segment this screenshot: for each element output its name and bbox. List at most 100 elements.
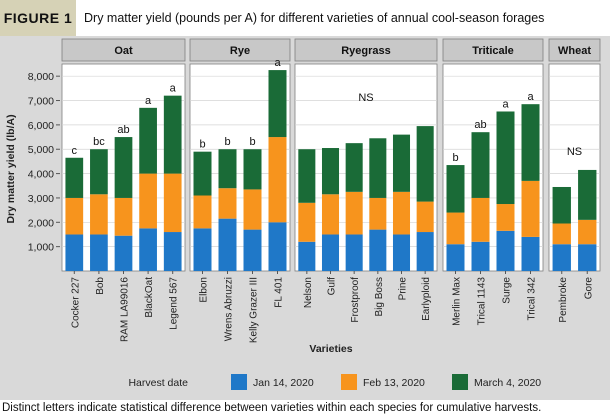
bar-segment <box>416 232 434 271</box>
significance-letter: ab <box>117 124 129 136</box>
bar-segment <box>298 202 316 242</box>
bar-segment <box>268 70 287 138</box>
x-tick-label: Merlin Max <box>452 277 463 326</box>
legend-swatch <box>341 374 357 390</box>
legend-label: March 4, 2020 <box>474 377 541 389</box>
bar-segment <box>114 235 133 271</box>
bar-segment <box>193 151 212 196</box>
bar-segment <box>139 228 157 271</box>
bar-segment <box>321 194 340 235</box>
x-axis-title: Varieties <box>309 343 352 355</box>
y-tick-label: 8,000 <box>28 71 54 83</box>
facet-label: Triticale <box>472 45 514 57</box>
y-tick-label: 1,000 <box>28 242 54 254</box>
bar-segment <box>521 180 540 237</box>
x-tick-label: Earlyploid <box>421 277 432 321</box>
bar-segment <box>471 132 490 198</box>
facet-label: Oat <box>114 45 133 57</box>
facet-strip <box>548 38 601 62</box>
stacked-bar-chart: 1,000 2,000 3,000 4,000 5,000 6,000 7,000 8,000… <box>5 38 601 390</box>
bar-segment <box>521 236 540 271</box>
legend-label: Feb 13, 2020 <box>363 377 425 389</box>
bar-segment <box>392 234 411 271</box>
facet-label: Wheat <box>558 45 591 57</box>
x-tick-label: Cocker 227 <box>70 277 81 329</box>
significance-letter: b <box>199 139 205 151</box>
facet-strip <box>294 38 438 62</box>
x-tick-label: Kelly Grazer III <box>249 277 260 343</box>
y-tick-label: 7,000 <box>28 96 54 108</box>
bar-segment <box>139 173 157 229</box>
significance-letter: a <box>170 83 177 95</box>
bar-segment <box>446 212 465 245</box>
bar-segment <box>90 234 108 271</box>
bar-segment <box>243 189 262 230</box>
x-tick-label: BlackOat <box>144 277 155 318</box>
significance-letter: b <box>452 152 458 164</box>
bar-segment <box>416 126 434 202</box>
y-tick-label: 4,000 <box>28 169 54 181</box>
bar-segment <box>243 149 262 190</box>
legend-swatch <box>452 374 468 390</box>
bar-segment <box>345 143 363 192</box>
x-tick-label: Nelson <box>303 277 314 308</box>
x-tick-label: Elbon <box>199 277 210 303</box>
bar-segment <box>345 191 363 235</box>
bar-segment <box>193 228 212 271</box>
y-tick-label: 5,000 <box>28 144 54 156</box>
bar-segment <box>392 191 411 235</box>
bar-segment <box>163 232 182 271</box>
facet-strip <box>189 38 291 62</box>
bar-segment <box>392 134 411 192</box>
bar-segment <box>496 230 515 271</box>
significance-letter: b <box>249 136 255 148</box>
significance-letter: ab <box>474 119 486 131</box>
bar-segment <box>139 107 157 174</box>
bar-segment <box>90 194 108 235</box>
bar-segment <box>298 241 316 271</box>
x-tick-label: Pembroke <box>558 277 569 323</box>
bar-segment <box>218 149 237 189</box>
significance-letter: a <box>274 57 281 69</box>
bar-segment <box>65 234 84 271</box>
significance-letter: a <box>145 95 152 107</box>
legend-label: Jan 14, 2020 <box>253 377 314 389</box>
x-tick-label: FL 401 <box>274 277 285 308</box>
bar-segment <box>369 138 387 198</box>
bar-segment <box>369 229 387 271</box>
facet-label: Ryegrass <box>341 45 391 57</box>
facet-strip <box>442 38 544 62</box>
bar-segment <box>521 104 540 181</box>
x-tick-label: Surge <box>502 277 513 304</box>
bar-segment <box>114 137 133 198</box>
bar-segment <box>65 197 84 235</box>
y-tick-label: 3,000 <box>28 193 54 205</box>
x-tick-label: Trical 342 <box>527 277 538 321</box>
facet-label: Rye <box>230 45 250 57</box>
figure-caption: Distinct letters indicate statistical di… <box>2 402 542 414</box>
x-tick-label: Gulf <box>327 277 338 296</box>
bar-segment <box>243 229 262 271</box>
bar-segment <box>218 218 237 271</box>
bar-segment <box>552 244 571 271</box>
bar-segment <box>471 197 490 242</box>
legend-swatch <box>231 374 247 390</box>
x-tick-label: Bob <box>95 277 106 295</box>
significance-note: NS <box>358 92 373 104</box>
bar-segment <box>471 241 490 271</box>
significance-letter: a <box>527 91 534 103</box>
x-tick-label: RAM LA99016 <box>120 277 131 342</box>
bar-segment <box>496 111 515 205</box>
bar-segment <box>321 234 340 271</box>
x-tick-label: Frostproof <box>350 277 361 323</box>
figure-title: Dry matter yield (pounds per A) for diff… <box>84 11 545 25</box>
x-tick-label: Big Boss <box>374 277 385 316</box>
bar-segment <box>578 219 597 245</box>
significance-letter: a <box>502 98 509 110</box>
y-tick-label: 2,000 <box>28 217 54 229</box>
facet-panel <box>294 63 438 272</box>
y-axis-title: Dry matter yield (lb/A) <box>5 114 17 223</box>
bar-segment <box>114 197 133 236</box>
bar-segment <box>552 223 571 245</box>
figure-label: FIGURE 1 <box>0 0 76 36</box>
